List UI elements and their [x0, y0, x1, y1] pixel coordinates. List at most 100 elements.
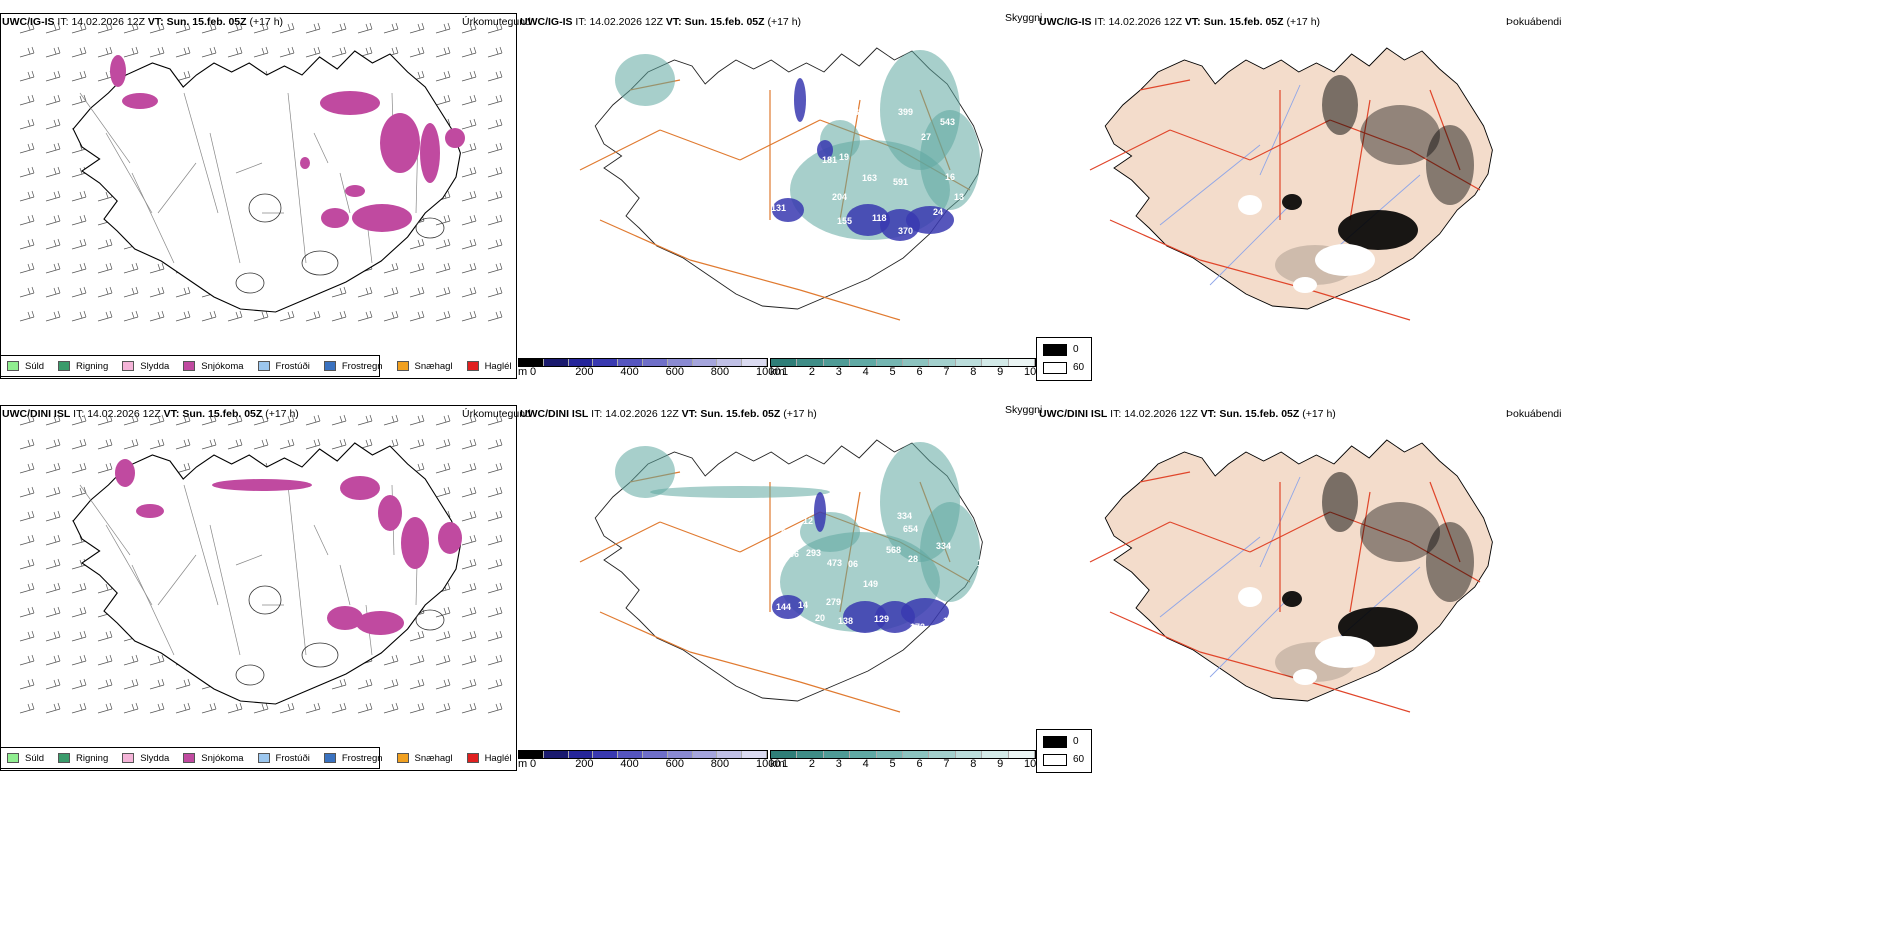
snow-depth-area: [906, 206, 954, 234]
legend-item: Snjókoma: [183, 361, 244, 372]
visibility-scale-tick: 7: [943, 366, 950, 378]
lead-time: (+17 h): [1302, 408, 1336, 420]
snow-depth-label: 138: [838, 616, 853, 626]
it-value: 14.02.2026 12Z: [87, 408, 161, 420]
snow-depth-label: 575: [871, 242, 886, 252]
wind-barb: [123, 438, 139, 450]
wind-barb: [19, 118, 35, 130]
wind-barb: [409, 678, 425, 690]
river-line: [1159, 536, 1261, 618]
road-line: [689, 651, 801, 683]
wind-barb: [149, 702, 165, 714]
snow-depth-scale-tick: 400: [620, 758, 639, 770]
road-line: [599, 219, 691, 261]
scale-segment: [823, 359, 851, 366]
wind-barb: [461, 190, 477, 202]
wind-barb: [487, 606, 503, 618]
wind-barb: [461, 22, 477, 34]
wind-barb: [19, 534, 35, 546]
wind-barb: [45, 46, 61, 58]
wind-barb: [331, 310, 347, 322]
wind-barb: [45, 486, 61, 498]
legend-label: Rigning: [76, 360, 109, 372]
visibility-scale-tick: 7: [943, 758, 950, 770]
wind-barb: [461, 702, 477, 714]
wind-barb: [331, 702, 347, 714]
wind-barb: [487, 190, 503, 202]
wind-barb: [19, 238, 35, 250]
legend-swatch: [122, 361, 135, 371]
wind-barb: [175, 286, 191, 298]
wind-barb: [45, 702, 61, 714]
snow-depth-label: 279: [826, 597, 841, 607]
legend-label: Snjókoma: [201, 752, 244, 764]
river-line: [1159, 144, 1261, 226]
wind-barb: [487, 118, 503, 130]
wind-barb: [97, 462, 113, 474]
panel-title: Úrkomutegund: [462, 408, 531, 420]
snow-depth-label: 172: [910, 622, 925, 632]
wind-barb: [461, 438, 477, 450]
road-line: [1089, 129, 1171, 171]
wind-barb: [253, 46, 269, 58]
river-line: [1209, 596, 1291, 678]
wind-barb: [357, 678, 373, 690]
wind-barb: [331, 46, 347, 58]
it-label: IT:: [591, 408, 603, 420]
wind-barb: [149, 310, 165, 322]
snow-depth-scale-bar: [518, 750, 768, 759]
legend-label: Snæhagl: [414, 752, 453, 764]
visibility-scale-tick: 6: [916, 366, 923, 378]
snow-depth-label: 334: [897, 511, 912, 521]
wind-barb: [487, 94, 503, 106]
road-line: [1429, 481, 1461, 563]
wind-barb: [435, 630, 451, 642]
fog-area: [1426, 522, 1474, 602]
legend-label: Frostúði: [275, 752, 310, 764]
wind-barb: [45, 166, 61, 178]
wind-barb: [71, 94, 87, 106]
snow-depth-area: [814, 492, 826, 532]
snow-depth-label: 36: [854, 107, 864, 117]
snow-depth-label: 13: [954, 192, 964, 202]
vt-label: VT:: [1184, 16, 1201, 28]
snow-depth-label: 204: [832, 192, 847, 202]
legend-item: Rigning: [58, 753, 108, 764]
glacier-area: [1238, 587, 1262, 607]
vt-label: VT:: [147, 16, 164, 28]
fog-legend-light: 60: [1073, 754, 1085, 765]
road-line: [313, 524, 329, 556]
wind-barb: [461, 486, 477, 498]
snow-depth-label: 466: [784, 549, 799, 559]
visibility-scale-tick: 4: [862, 366, 869, 378]
snow-depth-scale-unit: m: [518, 366, 528, 378]
snow-depth-label: 19: [839, 152, 849, 162]
wind-barb: [45, 558, 61, 570]
snow-depth-area: [794, 78, 806, 122]
legend-label: Rigning: [76, 752, 109, 764]
snow-area: [122, 93, 158, 109]
wind-barb: [201, 438, 217, 450]
wind-barb: [45, 534, 61, 546]
road-line: [183, 484, 219, 606]
fog-map: [1089, 439, 1493, 713]
wind-barb: [279, 310, 295, 322]
snow-depth-scale-tick: 600: [665, 758, 684, 770]
wind-barb: [97, 310, 113, 322]
wind-barb: [97, 262, 113, 274]
wind-barb: [461, 414, 477, 426]
it-label: IT:: [73, 408, 85, 420]
wind-barb: [357, 702, 373, 714]
legend-swatch: [257, 361, 270, 371]
wind-barb: [19, 262, 35, 274]
wind-barb: [45, 678, 61, 690]
wind-barb: [71, 606, 87, 618]
snow-depth-scale-tick: 400: [620, 366, 639, 378]
wind-barb: [331, 286, 347, 298]
snow-area: [300, 157, 310, 169]
wind-barb: [149, 46, 165, 58]
legend-item: Rigning: [58, 361, 108, 372]
scale-segment: [1008, 359, 1036, 366]
snow-depth-label: 264: [864, 514, 879, 524]
wind-barb: [201, 310, 217, 322]
